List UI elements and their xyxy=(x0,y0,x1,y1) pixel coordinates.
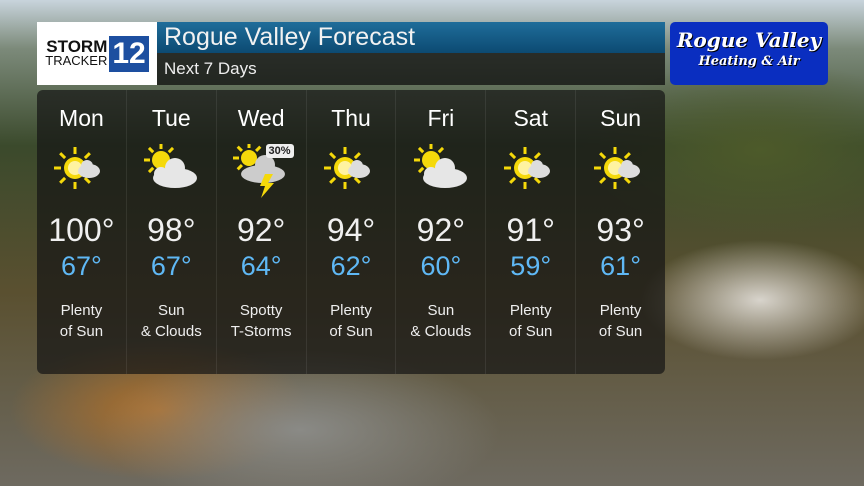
condition-text: Sun & Clouds xyxy=(396,300,485,342)
high-temp: 98° xyxy=(147,212,196,248)
condition-text: Spotty T-Storms xyxy=(217,300,306,342)
partly-cloudy-icon xyxy=(127,143,216,204)
low-temp: 61° xyxy=(600,251,641,281)
day-column-thu: Thu 94° 62° Plenty of Sun xyxy=(307,90,397,374)
day-name: Mon xyxy=(59,105,104,131)
condition-line1: Spotty xyxy=(239,302,283,319)
logo-line2: TRACKER xyxy=(45,52,108,68)
condition-line1: Plenty xyxy=(330,302,372,319)
stormtracker-logo: STORM TRACKER 12 xyxy=(37,22,157,85)
low-temp: 59° xyxy=(510,251,552,281)
thunderstorm-icon xyxy=(217,142,306,204)
condition-line1: Plenty xyxy=(60,302,103,319)
sun-cloud-icon xyxy=(37,144,126,204)
page-title: Rogue Valley Forecast xyxy=(157,22,665,53)
condition-line1: Plenty xyxy=(599,302,642,319)
day-name: Thu xyxy=(331,105,371,131)
sponsor-line2: Heating & Air xyxy=(698,54,800,69)
day-column-mon: Mon 100° 67° Plenty of Sun xyxy=(37,90,127,374)
high-temp: 93° xyxy=(596,212,645,248)
condition-line2: of Sun xyxy=(329,323,373,340)
condition-line1: Sun xyxy=(157,302,185,319)
low-temp: 60° xyxy=(420,251,462,281)
condition-text: Plenty of Sun xyxy=(486,300,575,342)
condition-line2: of Sun xyxy=(509,323,553,340)
condition-line1: Sun xyxy=(427,302,455,319)
condition-line1: Plenty xyxy=(509,302,552,319)
condition-text: Sun & Clouds xyxy=(127,300,216,342)
high-temp: 94° xyxy=(326,212,376,248)
high-temp: 91° xyxy=(506,212,555,248)
sun-cloud-icon xyxy=(307,144,396,204)
condition-line2: T-Storms xyxy=(230,323,292,340)
day-column-sat: Sat 91° 59° Plenty of Sun xyxy=(486,90,577,374)
sun-cloud-icon xyxy=(486,144,575,204)
day-name: Tue xyxy=(151,105,191,131)
sponsor-logo: Rogue Valley Heating & Air xyxy=(670,22,828,85)
page-subtitle: Next 7 Days xyxy=(157,53,665,85)
day-name: Fri xyxy=(427,105,455,131)
low-temp: 62° xyxy=(330,251,372,281)
low-temp: 64° xyxy=(240,251,282,281)
sponsor-line1: Rogue Valley xyxy=(676,28,822,52)
condition-line2: & Clouds xyxy=(140,323,202,340)
day-column-wed: Wed 30% 92° 64° Spotty T-Storms xyxy=(217,90,307,374)
condition-text: Plenty of Sun xyxy=(37,300,126,342)
partly-cloudy-icon xyxy=(396,143,485,204)
logo-line1: STORM xyxy=(46,36,108,56)
condition-text: Plenty of Sun xyxy=(307,300,396,342)
condition-line2: & Clouds xyxy=(410,323,472,340)
forecast-panel: Mon 100° 67° Plenty of Sun Tue 98° 67° Sun… xyxy=(37,90,665,374)
sun-cloud-icon xyxy=(576,144,665,204)
condition-line2: of Sun xyxy=(598,323,643,340)
day-name: Sat xyxy=(513,105,548,131)
day-column-fri: Fri 92° 60° Sun & Clouds xyxy=(396,90,487,374)
low-temp: 67° xyxy=(150,251,192,281)
day-name: Sun xyxy=(600,105,642,131)
day-column-tue: Tue 98° 67° Sun & Clouds xyxy=(127,90,217,374)
day-name: Wed xyxy=(237,105,285,131)
precip-chance-badge: 30% xyxy=(265,144,294,158)
low-temp: 67° xyxy=(61,251,102,281)
high-temp: 92° xyxy=(236,212,286,248)
high-temp: 100° xyxy=(48,212,115,248)
condition-line2: of Sun xyxy=(59,323,104,340)
logo-number: 12 xyxy=(109,35,149,72)
high-temp: 92° xyxy=(416,212,466,248)
condition-text: Plenty of Sun xyxy=(576,300,665,342)
day-column-sun: Sun 93° 61° Plenty of Sun xyxy=(576,90,665,374)
